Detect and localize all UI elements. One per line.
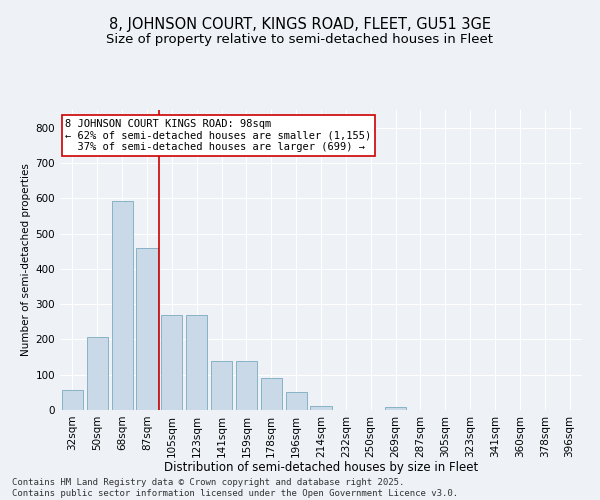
Bar bbox=[286, 392, 307, 410]
Bar bbox=[87, 336, 108, 410]
Bar bbox=[211, 360, 232, 410]
Y-axis label: Number of semi-detached properties: Number of semi-detached properties bbox=[22, 164, 31, 356]
Bar bbox=[161, 314, 182, 410]
Bar bbox=[136, 248, 158, 410]
Text: Contains HM Land Registry data © Crown copyright and database right 2025.
Contai: Contains HM Land Registry data © Crown c… bbox=[12, 478, 458, 498]
Text: 8 JOHNSON COURT KINGS ROAD: 98sqm
← 62% of semi-detached houses are smaller (1,1: 8 JOHNSON COURT KINGS ROAD: 98sqm ← 62% … bbox=[65, 119, 371, 152]
Bar bbox=[236, 360, 257, 410]
Bar bbox=[261, 378, 282, 410]
Bar bbox=[62, 390, 83, 410]
Bar bbox=[385, 407, 406, 410]
Bar bbox=[310, 406, 332, 410]
Text: Size of property relative to semi-detached houses in Fleet: Size of property relative to semi-detach… bbox=[107, 32, 493, 46]
Text: 8, JOHNSON COURT, KINGS ROAD, FLEET, GU51 3GE: 8, JOHNSON COURT, KINGS ROAD, FLEET, GU5… bbox=[109, 18, 491, 32]
Bar bbox=[186, 316, 207, 410]
X-axis label: Distribution of semi-detached houses by size in Fleet: Distribution of semi-detached houses by … bbox=[164, 461, 478, 474]
Bar bbox=[112, 201, 133, 410]
